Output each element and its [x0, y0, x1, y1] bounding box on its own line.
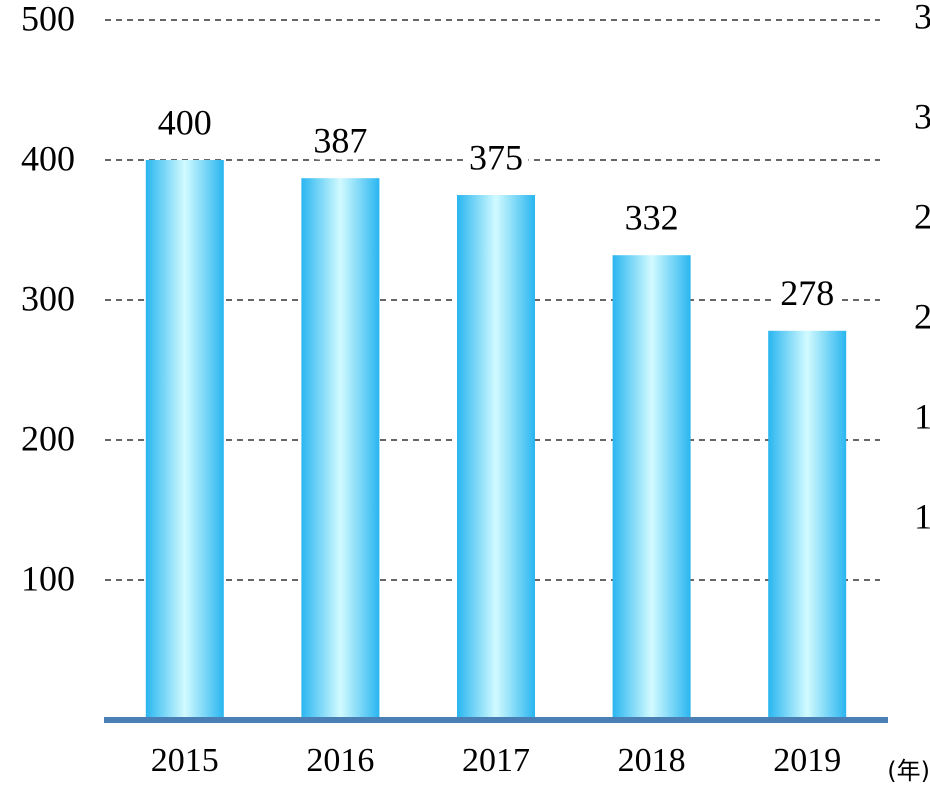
value-label: 375 — [469, 137, 523, 177]
bar — [457, 195, 535, 720]
y2-tick-label: 350 — [914, 0, 930, 36]
y2-tick-label: 250 — [914, 196, 930, 236]
x-tick-label: 2018 — [618, 742, 686, 779]
y2-tick-label: 150 — [914, 396, 930, 436]
bar — [145, 160, 224, 720]
x-tick-label: 2015 — [151, 742, 219, 779]
y-tick-label: 100 — [21, 558, 75, 598]
value-label: 278 — [780, 273, 834, 313]
y2-tick-label: 100 — [914, 496, 930, 536]
x-axis-label: (年) — [887, 757, 930, 785]
y-tick-label: 500 — [21, 0, 75, 38]
y-tick-label: 400 — [21, 138, 75, 178]
bar — [768, 330, 847, 720]
value-label: 400 — [158, 102, 212, 142]
x-tick-label: 2017 — [462, 742, 530, 779]
bar — [612, 255, 691, 720]
y2-tick-label: 200 — [914, 296, 930, 336]
value-label: 387 — [313, 120, 367, 160]
y-tick-label: 300 — [21, 278, 75, 318]
bar — [301, 178, 380, 720]
y-tick-label: 200 — [21, 418, 75, 458]
x-tick-label: 2019 — [773, 742, 841, 779]
x-tick-label: 2016 — [306, 742, 374, 779]
value-label: 332 — [625, 197, 679, 237]
y2-tick-label: 300 — [914, 96, 930, 136]
